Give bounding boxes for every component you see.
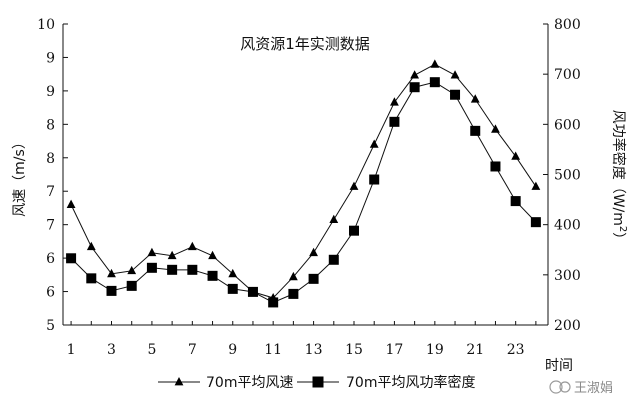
- power-density-point: [409, 82, 420, 93]
- watermark-text: 王淑娟: [574, 381, 613, 396]
- x-tick-label: 21: [466, 342, 484, 358]
- power-density-point: [328, 254, 339, 265]
- power-density-point: [207, 270, 218, 281]
- y-left-tick-label: 10: [37, 17, 55, 33]
- power-density-point: [146, 262, 157, 273]
- x-tick-label: 9: [228, 342, 237, 358]
- wind-speed-point: [329, 214, 339, 224]
- power-density-point: [106, 285, 117, 296]
- power-density-point: [247, 286, 258, 297]
- x-tick-label: 15: [345, 342, 363, 358]
- x-tick-label: 5: [147, 342, 156, 358]
- chart-title: 风资源1年实测数据: [240, 35, 370, 53]
- power-density-point: [510, 196, 521, 207]
- x-tick-label: 17: [386, 342, 404, 358]
- y-right-tick-label: 300: [554, 268, 581, 284]
- x-axis-label: 时间: [545, 358, 573, 374]
- x-tick-label: 7: [188, 342, 197, 358]
- wind-speed-point: [410, 70, 420, 79]
- power-density-point: [349, 225, 359, 236]
- power-density-point: [86, 273, 97, 284]
- power-density-point: [227, 283, 238, 294]
- wind-speed-point: [147, 247, 157, 257]
- y-right-tick-label: 200: [554, 318, 581, 334]
- watermark-icon: [549, 380, 563, 394]
- watermark-icon-part: [559, 381, 571, 393]
- wind-speed-point: [470, 94, 480, 103]
- wind-speed-point: [167, 250, 177, 260]
- y-left-tick-label: 9: [46, 50, 55, 66]
- y-left-tick-label: 6: [46, 251, 55, 267]
- wind-speed-point: [369, 139, 379, 148]
- y-left-tick-label: 7: [46, 184, 55, 200]
- power-density-point: [187, 264, 198, 275]
- wind-speed-point: [390, 97, 399, 106]
- wind-speed-point: [491, 124, 500, 133]
- legend-label-wind-speed: 70m平均风速: [206, 375, 293, 391]
- wind-speed-point: [288, 271, 298, 281]
- power-density-point: [470, 125, 481, 136]
- wind-speed-point: [187, 241, 197, 251]
- wind-speed-point: [349, 181, 359, 190]
- x-tick-label: 23: [507, 342, 525, 358]
- y-left-tick-label: 6: [46, 285, 55, 301]
- power-density-point: [308, 273, 319, 284]
- power-density-point: [126, 280, 137, 291]
- power-density-point: [268, 297, 279, 308]
- y-right-tick-label: 400: [554, 218, 581, 234]
- wind-speed-point: [531, 181, 541, 190]
- legend-marker-wind-speed: [174, 377, 184, 386]
- power-density-point: [66, 253, 77, 264]
- power-density-point: [530, 217, 541, 228]
- power-density-point: [288, 288, 299, 299]
- y-right-axis-label: 风功率密度（W/m2）: [610, 110, 628, 247]
- watermark: 王淑娟: [549, 380, 613, 396]
- wind-speed-point: [430, 59, 440, 68]
- wind-speed-point: [66, 199, 76, 208]
- axes: [62, 23, 549, 326]
- power-density-point: [167, 264, 178, 275]
- x-tick-label: 11: [264, 342, 282, 358]
- y-left-axis-label: 风速（m/s）: [12, 135, 28, 217]
- power-density-point: [429, 77, 440, 88]
- x-tick-label: 13: [305, 342, 323, 358]
- y-right-tick-label: 800: [554, 17, 581, 33]
- chart-marks: [66, 59, 541, 308]
- y-left-tick-label: 9: [46, 84, 55, 100]
- y-left-tick-label: 8: [46, 151, 55, 167]
- legend-marker-power-density: [312, 376, 324, 388]
- wind-speed-point: [86, 241, 96, 251]
- wind-speed-point: [107, 268, 116, 278]
- power-density-point: [490, 161, 501, 172]
- y-right-tick-label: 500: [554, 168, 581, 184]
- power-density-point: [389, 116, 400, 127]
- wind-speed-point: [228, 268, 238, 278]
- legend-label-power-density: 70m平均风功率密度: [346, 374, 475, 391]
- power-density-point: [369, 174, 380, 185]
- x-tick-label: 19: [426, 342, 444, 358]
- wind-speed-point: [127, 265, 137, 275]
- power-density-series-line: [70, 81, 537, 303]
- x-tick-label: 3: [107, 342, 116, 358]
- wind-speed-series-line: [70, 63, 537, 299]
- wind-speed-point: [450, 70, 460, 79]
- y-left-tick-label: 8: [46, 117, 55, 133]
- wind-speed-point: [511, 151, 521, 160]
- y-left-tick-label: 5: [46, 318, 55, 334]
- x-tick-label: 1: [67, 342, 76, 358]
- y-left-tick-label: 7: [46, 218, 55, 234]
- y-right-tick-label: 700: [554, 67, 581, 83]
- y-right-tick-label: 600: [554, 117, 581, 133]
- wind-speed-point: [309, 247, 318, 257]
- wind-speed-point: [208, 250, 217, 260]
- power-density-point: [450, 89, 461, 100]
